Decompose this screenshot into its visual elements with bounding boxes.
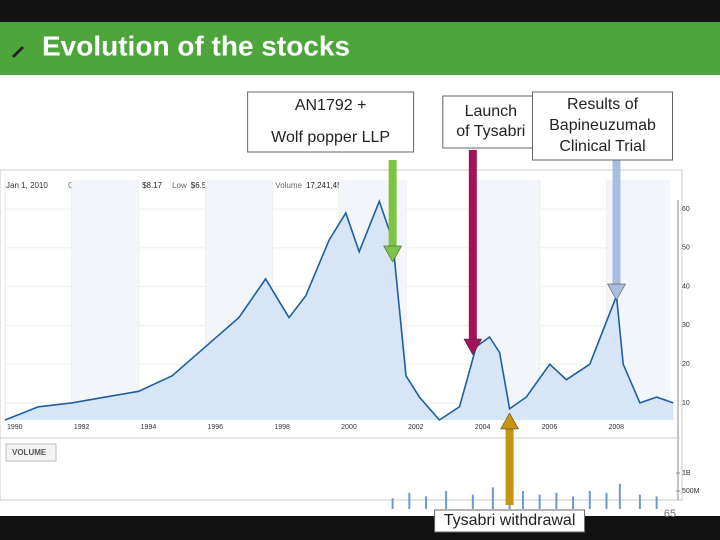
volume-tick-label: 1B: [682, 470, 691, 477]
volume-bar: [588, 491, 591, 509]
volume-bar: [491, 487, 494, 509]
x-tick-label: 1992: [74, 424, 90, 431]
volume-bar: [655, 496, 658, 509]
annotation-text: AN1792 +: [295, 97, 367, 114]
annotation-text: Wolf popper LLP: [271, 129, 390, 146]
header-stat-label: Volume: [275, 181, 302, 190]
x-tick-label: 1994: [141, 424, 157, 431]
volume-bar: [618, 483, 621, 509]
page-number: 65: [664, 508, 676, 520]
x-tick-label: 2002: [408, 424, 424, 431]
y-tick-label: 20: [682, 361, 690, 368]
volume-bar: [408, 492, 411, 509]
price-area: [5, 201, 674, 420]
bottom-strip: [0, 516, 720, 540]
x-tick-label: 2004: [475, 424, 491, 431]
annotation-box: [434, 509, 586, 533]
header-stat-value: $6.50: [191, 181, 212, 190]
annotation-arrowhead: [607, 283, 626, 301]
x-tick-label: 2000: [341, 424, 357, 431]
volume-bar: [391, 498, 394, 509]
header-stat-value: 17,241,459: [306, 181, 347, 190]
x-tick-label: 2008: [608, 424, 624, 431]
volume-bar: [572, 496, 575, 509]
y-tick-label: 60: [682, 206, 690, 213]
volume-bar: [471, 494, 474, 509]
y-tick-label: 30: [682, 322, 690, 329]
x-tick-label: 1990: [7, 424, 23, 431]
top-strip: [0, 0, 720, 22]
annotation-box: [247, 91, 415, 153]
y-tick-label: 50: [682, 245, 690, 252]
annotation-text: Clinical Trial: [559, 138, 645, 155]
volume-bar: [445, 491, 448, 509]
annotation-text: of Tysabri: [456, 123, 525, 140]
title-bar: [0, 22, 720, 75]
volume-bar: [521, 491, 524, 509]
y-tick-label: 40: [682, 283, 690, 290]
annotation-box: [442, 95, 540, 149]
annotation-arrowhead: [500, 412, 520, 430]
volume-tick-label: 500M: [682, 488, 700, 495]
annotation-text: Bapineuzumab: [549, 117, 656, 134]
annotation-text: Results of: [567, 96, 639, 113]
price-line: [4, 198, 674, 422]
band: [71, 180, 139, 420]
volume-bar: [555, 492, 558, 509]
annotation-box: [532, 91, 674, 161]
y-tick-label: 10: [682, 400, 690, 407]
x-tick-label: 1998: [274, 424, 290, 431]
header-stat-value: $8.17: [142, 181, 163, 190]
volume-label: VOLUME: [12, 448, 47, 457]
volume-bar: [538, 494, 541, 509]
header-stat-label: Low: [172, 181, 187, 190]
annotation-text: Tysabri withdrawal: [444, 512, 576, 529]
volume-label-box: [5, 443, 57, 462]
annotation-arrowhead: [383, 245, 403, 263]
volume-bar: [638, 494, 641, 509]
bullet: [12, 46, 24, 58]
slide-title: Evolution of the stocks: [42, 30, 350, 61]
volume-bar: [605, 492, 608, 509]
volume-bar: [425, 496, 428, 509]
annotation-arrowhead: [463, 338, 483, 356]
header-date: Jan 1, 2010: [6, 181, 48, 190]
x-tick-label: 1996: [207, 424, 223, 431]
chart: Jan 1, 2010Open$6.51High$8.17Low$6.50Clo…: [0, 91, 700, 533]
annotation-text: Launch: [465, 103, 518, 120]
x-tick-label: 2006: [542, 424, 558, 431]
